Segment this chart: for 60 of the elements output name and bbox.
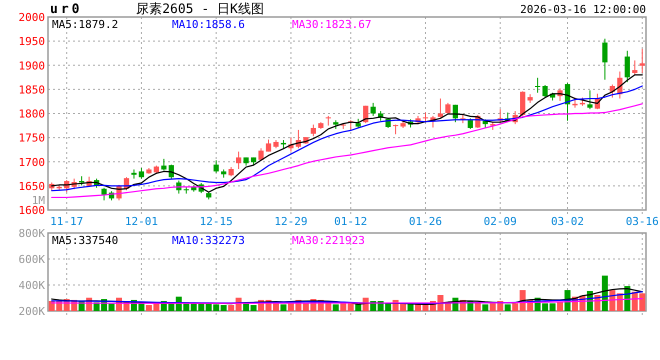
chart-title: 尿素2605 - 日K线图 xyxy=(136,2,264,17)
y-tick-label: 1900 xyxy=(18,59,45,72)
candlestick xyxy=(610,84,615,98)
x-tick-label: 12-01 xyxy=(124,215,158,228)
x-tick-label: 12-29 xyxy=(274,215,308,228)
x-tick-label: 12-15 xyxy=(200,215,233,228)
text: MA5:337540 xyxy=(52,234,118,247)
candlestick xyxy=(326,115,331,126)
candlestick xyxy=(161,158,166,171)
candlestick xyxy=(624,50,630,83)
x-tick-label: 01-12 xyxy=(334,215,368,228)
text: 1M xyxy=(32,194,46,207)
text: MA10:332273 xyxy=(172,234,245,247)
text: 2026-03-16 12:00:00 xyxy=(520,3,646,16)
candlestick xyxy=(632,60,638,76)
candlestick xyxy=(236,151,242,170)
candlestick xyxy=(138,168,144,180)
candlestick xyxy=(214,160,219,174)
candlestick xyxy=(370,102,376,116)
y-tick-label: 800K xyxy=(18,227,46,240)
y-tick-label: 400K xyxy=(18,279,46,292)
candlestick xyxy=(572,97,578,108)
candlestick xyxy=(356,118,361,128)
chart-subtitle: ur0 xyxy=(50,2,82,17)
candlestick xyxy=(438,98,444,118)
y-tick-label: 1750 xyxy=(18,132,45,145)
y-tick-label: 1950 xyxy=(18,35,45,48)
x-tick-label: 03-02 xyxy=(550,215,584,228)
text: MA5:1879.2 xyxy=(52,18,118,31)
y-tick-label: 600K xyxy=(18,253,46,266)
candlestick xyxy=(310,124,316,137)
y-tick-label: 1600 xyxy=(18,204,45,217)
candlestick xyxy=(258,148,264,162)
x-tick-label: 01-26 xyxy=(408,215,442,228)
candlestick xyxy=(131,168,137,180)
candlestick xyxy=(602,38,608,80)
text: MA10:1858.6 xyxy=(172,18,245,31)
text: MA30:221923 xyxy=(292,234,365,247)
candlestick xyxy=(422,112,428,123)
y-tick-label: 1650 xyxy=(18,180,45,193)
candlestick xyxy=(79,176,84,186)
candlestick xyxy=(542,84,548,98)
y-tick-label: 1700 xyxy=(18,156,45,169)
candlestick xyxy=(534,77,540,94)
y-tick-label: 200K xyxy=(18,305,46,318)
candlestick xyxy=(392,124,398,135)
y-tick-label: 1800 xyxy=(18,108,45,120)
candlestick xyxy=(520,90,526,116)
candlestick xyxy=(266,139,272,152)
x-tick-label: 03-16 xyxy=(626,215,659,228)
text: MA30:1823.67 xyxy=(292,18,372,31)
x-tick-label: 11-17 xyxy=(50,215,84,228)
candlestick xyxy=(228,166,234,177)
candlestick xyxy=(445,102,451,114)
candlestick xyxy=(168,164,174,180)
line-series xyxy=(51,103,643,198)
y-tick-label: 1850 xyxy=(18,83,45,96)
x-tick-label: 02-09 xyxy=(484,215,517,228)
y-tick-label: 2000 xyxy=(18,11,45,24)
candlestick xyxy=(468,118,473,130)
